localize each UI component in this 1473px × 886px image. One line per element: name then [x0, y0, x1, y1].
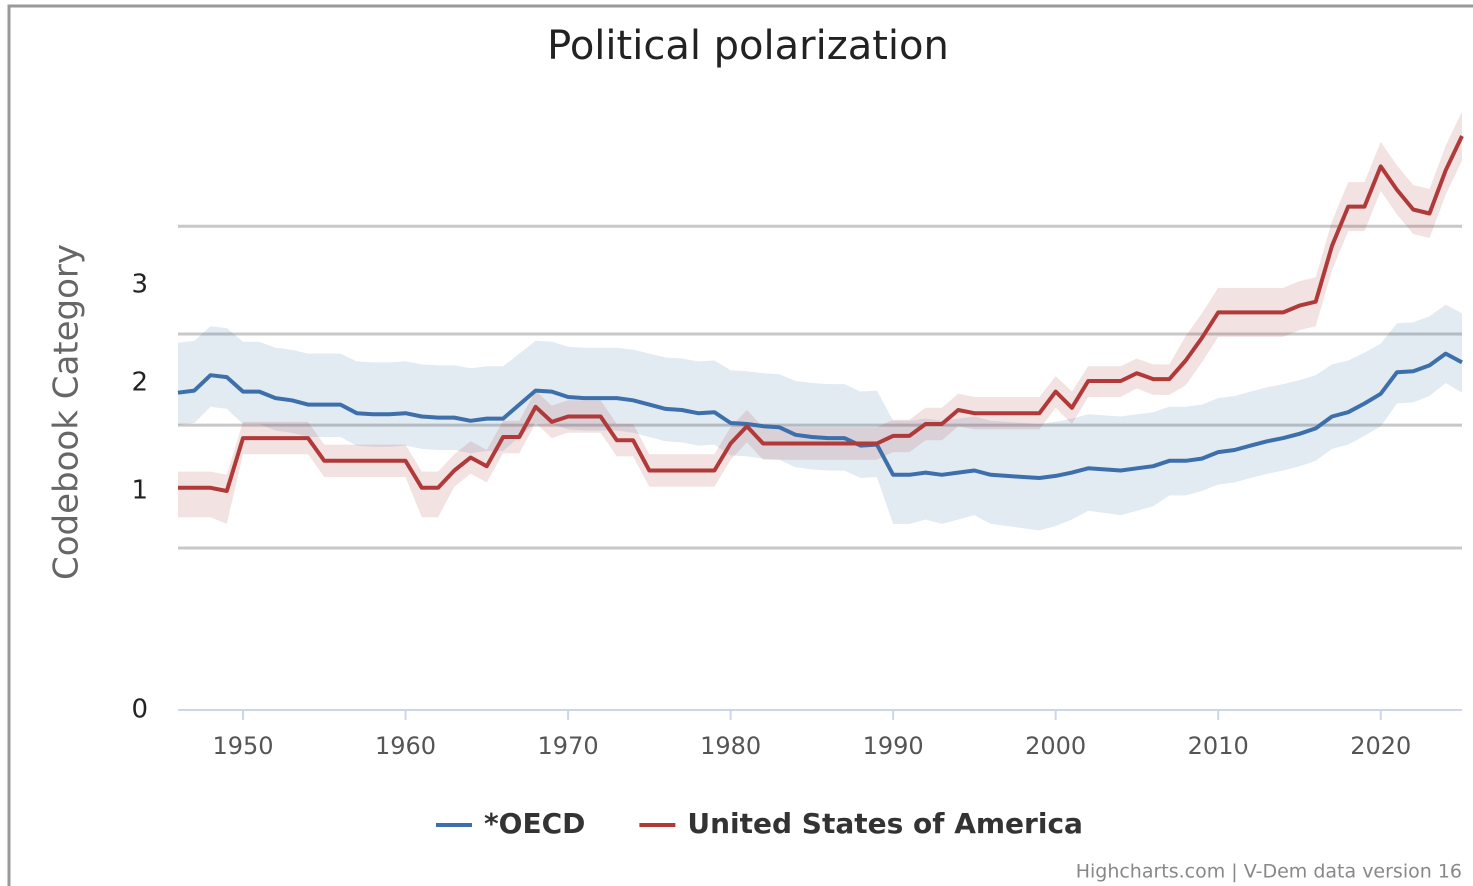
x-tick-label: 1970	[538, 732, 599, 760]
x-tick-label: 1950	[212, 732, 273, 760]
confidence-band	[178, 111, 1462, 524]
legend: *OECD United States of America	[436, 807, 1083, 840]
x-tick-label: 2000	[1025, 732, 1086, 760]
x-tick-label: 1980	[700, 732, 761, 760]
confidence-band	[178, 304, 1462, 531]
y-tick-label: 0	[131, 695, 148, 725]
legend-label: United States of America	[687, 807, 1083, 840]
series-line	[178, 135, 1464, 493]
x-tick-label: 2020	[1350, 732, 1411, 760]
x-tick-label: 1960	[375, 732, 436, 760]
y-tick-label: 3	[131, 270, 148, 300]
credits: Highcharts.com | V-Dem data version 16	[1076, 861, 1462, 883]
series-line	[177, 351, 1463, 480]
x-tick-label: 2010	[1188, 732, 1249, 760]
y-tick-label: 1	[131, 476, 148, 506]
legend-label: *OECD	[484, 807, 585, 840]
chart-title: Political polarization	[547, 23, 949, 69]
y-tick-label: 2	[131, 368, 148, 398]
frame	[7, 4, 1473, 886]
y-axis-title: Codebook Category	[47, 244, 87, 580]
x-tick-label: 1990	[863, 732, 924, 760]
